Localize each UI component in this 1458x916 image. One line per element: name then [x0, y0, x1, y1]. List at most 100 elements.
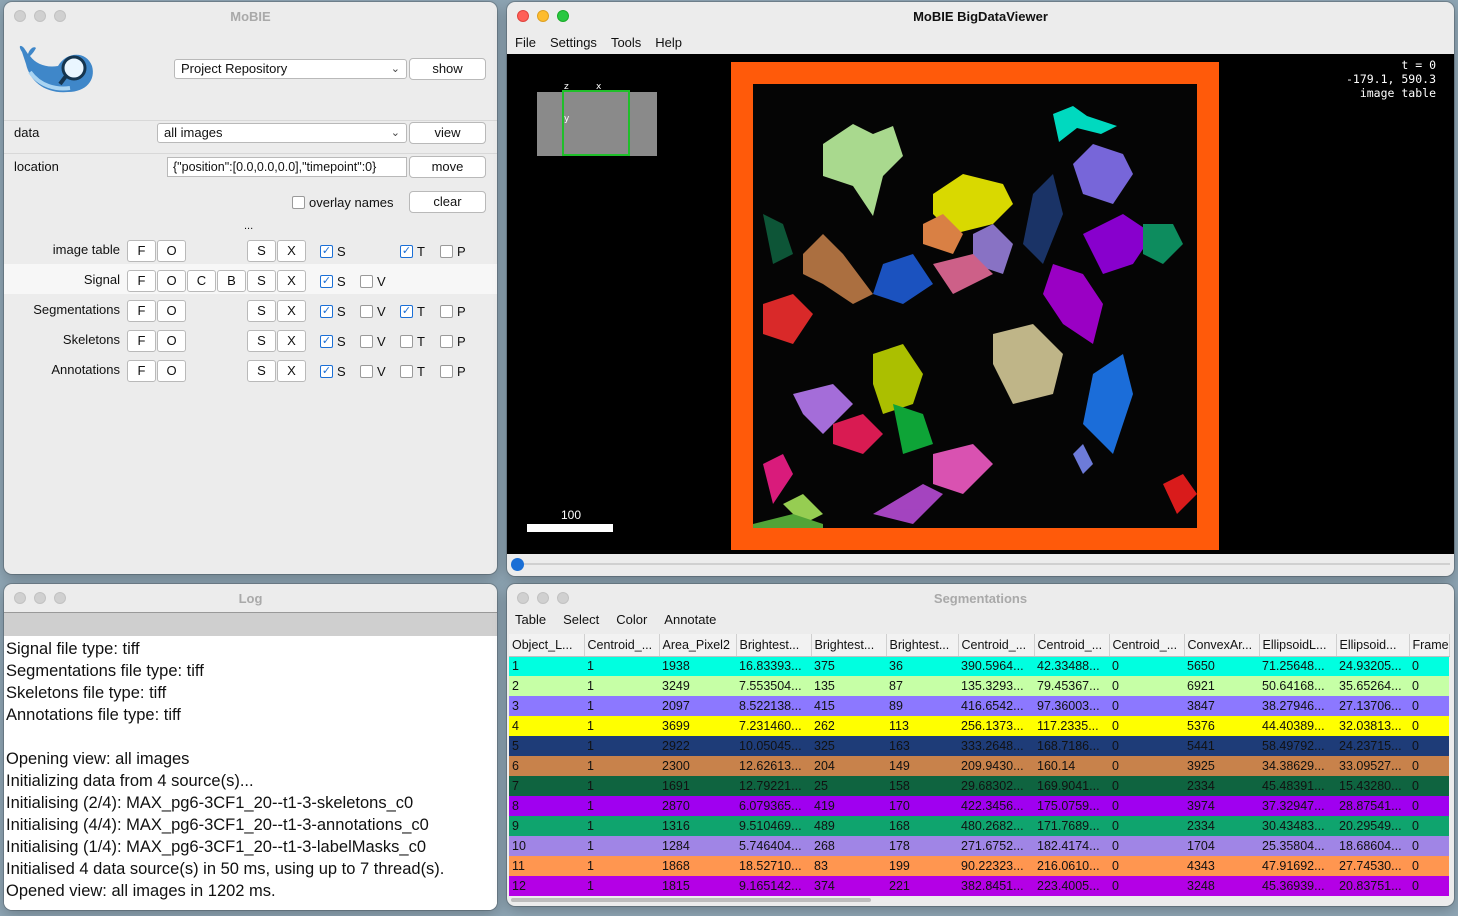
segmentations-btn-s[interactable]: S: [247, 300, 276, 322]
signal-btn-s[interactable]: S: [247, 270, 276, 292]
image-viewer-canvas[interactable]: z x y t = 0 -179.1, 590.3 image table: [507, 54, 1454, 554]
close-button[interactable]: [517, 592, 529, 604]
segmentations-check-t[interactable]: ✓ T: [400, 304, 425, 319]
show-button[interactable]: show: [409, 58, 486, 80]
signal-check-v[interactable]: V: [360, 274, 386, 289]
skeletons-check-s[interactable]: ✓ S: [320, 334, 346, 349]
close-button[interactable]: [14, 592, 26, 604]
table-row[interactable]: 5 1 2922 10.05045... 325 163 333.2648... 168.71…: [509, 736, 1449, 756]
close-button[interactable]: [517, 10, 529, 22]
log-line: Initializing data from 4 source(s)...: [6, 772, 254, 790]
table-row[interactable]: 12 1 1815 9.165142... 374 221 382.8451... 223.4…: [509, 876, 1449, 896]
close-button[interactable]: [14, 10, 26, 22]
table-row[interactable]: 1 1 1938 16.83393... 375 36 390.5964... 42.3348…: [509, 656, 1449, 676]
column-header[interactable]: Brightest...: [886, 634, 959, 657]
signal-check-s[interactable]: ✓ S: [320, 274, 346, 289]
column-header[interactable]: ConvexAr...: [1184, 634, 1260, 657]
slider-knob[interactable]: [511, 558, 524, 571]
skeletons-btn-x[interactable]: X: [277, 330, 306, 352]
log-text-area[interactable]: Signal file type: tiff Segmentations file…: [4, 636, 497, 910]
column-header[interactable]: Centroid_...: [584, 634, 660, 657]
zoom-button[interactable]: [54, 592, 66, 604]
menu-file[interactable]: File: [515, 34, 536, 50]
annotations-btn-f[interactable]: F: [127, 360, 156, 382]
image-table-check-s[interactable]: ✓ S: [320, 244, 346, 259]
annotations-btn-x[interactable]: X: [277, 360, 306, 382]
skeletons-btn-o[interactable]: O: [157, 330, 186, 352]
clear-button[interactable]: clear: [409, 191, 486, 213]
column-header[interactable]: EllipsoidL...: [1259, 634, 1337, 657]
signal-btn-x[interactable]: X: [277, 270, 306, 292]
segmentations-btn-x[interactable]: X: [277, 300, 306, 322]
segmentations-btn-o[interactable]: O: [157, 300, 186, 322]
column-header[interactable]: Frame: [1409, 634, 1450, 657]
menu-table[interactable]: Table: [515, 611, 547, 627]
image-table-btn-s[interactable]: S: [247, 240, 276, 262]
table-row[interactable]: 9 1 1316 9.510469... 489 168 480.2682... 171.76…: [509, 816, 1449, 836]
timepoint-slider[interactable]: [511, 555, 1450, 573]
column-header[interactable]: Centroid_...: [1109, 634, 1185, 657]
signal-btn-c[interactable]: C: [187, 270, 216, 292]
menu-annotate[interactable]: Annotate: [664, 611, 717, 627]
table-row[interactable]: 8 1 2870 6.079365... 419 170 422.3456... 175.07…: [509, 796, 1449, 816]
column-header[interactable]: Area_Pixel2: [659, 634, 737, 657]
annotations-check-t[interactable]: T: [400, 364, 425, 379]
signal-btn-o[interactable]: O: [157, 270, 186, 292]
segmentations-check-v[interactable]: V: [360, 304, 386, 319]
image-table-check-p[interactable]: P: [440, 244, 466, 259]
segmentations-check-p[interactable]: P: [440, 304, 466, 319]
zoom-button[interactable]: [557, 10, 569, 22]
menu-select[interactable]: Select: [563, 611, 600, 627]
table-row[interactable]: 6 1 2300 12.62613... 204 149 209.9430... 160.14…: [509, 756, 1449, 776]
column-header[interactable]: Centroid_...: [958, 634, 1035, 657]
minimize-button[interactable]: [537, 10, 549, 22]
minimize-button[interactable]: [34, 10, 46, 22]
table-row[interactable]: 4 1 3699 7.231460... 262 113 256.1373... 117.23…: [509, 716, 1449, 736]
column-header[interactable]: Object_L...: [509, 634, 585, 657]
menu-settings[interactable]: Settings: [549, 34, 597, 50]
annotations-check-p[interactable]: P: [440, 364, 466, 379]
project-source-combo[interactable]: Project Repository ⌄: [174, 59, 407, 79]
column-header[interactable]: Centroid_...: [1034, 634, 1110, 657]
table-row[interactable]: 7 1 1691 12.79221... 25 158 29.68302... 169.904…: [509, 776, 1449, 796]
skeletons-btn-s[interactable]: S: [247, 330, 276, 352]
column-header[interactable]: Brightest...: [736, 634, 812, 657]
signal-btn-b[interactable]: B: [217, 270, 246, 292]
minimize-button[interactable]: [537, 592, 549, 604]
menu-help[interactable]: Help: [655, 34, 683, 50]
column-header[interactable]: Brightest...: [811, 634, 887, 657]
menu-tools[interactable]: Tools: [610, 34, 642, 50]
column-header[interactable]: Ellipsoid...: [1336, 634, 1410, 657]
signal-btn-f[interactable]: F: [127, 270, 156, 292]
splitter-handle[interactable]: ...: [244, 220, 254, 232]
minimize-button[interactable]: [34, 592, 46, 604]
image-table-check-t[interactable]: ✓ T: [400, 244, 425, 259]
zoom-button[interactable]: [557, 592, 569, 604]
skeletons-check-t[interactable]: T: [400, 334, 425, 349]
data-view-combo[interactable]: all images ⌄: [157, 123, 407, 143]
table-row[interactable]: 10 1 1284 5.746404... 268 178 271.6752... 182.4…: [509, 836, 1449, 856]
zoom-button[interactable]: [54, 10, 66, 22]
table-cell: 113: [889, 719, 909, 733]
segmentations-check-s[interactable]: ✓ S: [320, 304, 346, 319]
horizontal-scrollbar[interactable]: [511, 898, 871, 902]
move-button[interactable]: move: [409, 156, 486, 178]
image-table-btn-f[interactable]: F: [127, 240, 156, 262]
annotations-btn-o[interactable]: O: [157, 360, 186, 382]
annotations-check-v[interactable]: V: [360, 364, 386, 379]
segmentations-btn-f[interactable]: F: [127, 300, 156, 322]
table-row[interactable]: 3 1 2097 8.522138... 415 89 416.6542... 97.3600…: [509, 696, 1449, 716]
location-field[interactable]: {"position":[0.0,0.0,0.0],"timepoint":0}: [167, 157, 407, 177]
table-row[interactable]: 2 1 3249 7.553504... 135 87 135.3293... 79.4536…: [509, 676, 1449, 696]
overlay-names-checkbox[interactable]: overlay names: [292, 195, 394, 210]
view-button[interactable]: view: [409, 122, 486, 144]
image-table-btn-o[interactable]: O: [157, 240, 186, 262]
annotations-btn-s[interactable]: S: [247, 360, 276, 382]
table-row[interactable]: 11 1 1868 18.52710... 83 199 90.22323... 216.06…: [509, 856, 1449, 876]
image-table-btn-x[interactable]: X: [277, 240, 306, 262]
menu-color[interactable]: Color: [616, 611, 648, 627]
annotations-check-s[interactable]: ✓ S: [320, 364, 346, 379]
skeletons-btn-f[interactable]: F: [127, 330, 156, 352]
skeletons-check-p[interactable]: P: [440, 334, 466, 349]
skeletons-check-v[interactable]: V: [360, 334, 386, 349]
